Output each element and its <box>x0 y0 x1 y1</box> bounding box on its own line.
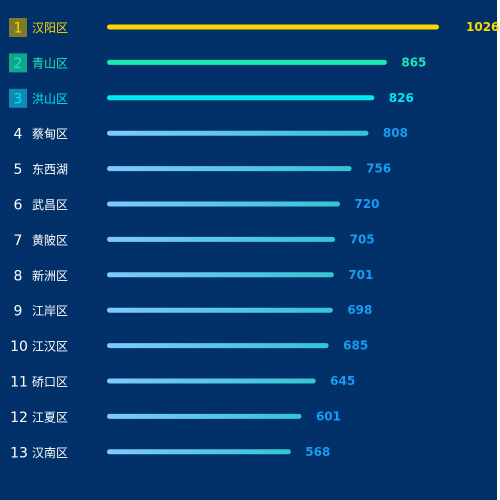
chart-row: 2 青山区 865 <box>9 53 426 73</box>
value-label: 568 <box>305 445 330 459</box>
chart-row: 1 汉阳区 1026 <box>9 18 499 37</box>
chart-row: 13 汉南区 568 <box>10 445 330 462</box>
chart-row: 11 硚口区 645 <box>10 374 355 391</box>
bar <box>107 449 291 455</box>
category-label: 硚口区 <box>32 375 68 389</box>
bar <box>107 24 439 30</box>
value-label: 720 <box>354 197 379 211</box>
category-label: 江汉区 <box>32 340 68 354</box>
bar <box>107 59 387 65</box>
bar <box>107 166 352 172</box>
rank-number: 3 <box>14 91 23 107</box>
chart-row: 3 洪山区 826 <box>9 88 414 108</box>
category-label: 武昌区 <box>32 198 68 212</box>
value-label: 865 <box>401 55 426 69</box>
value-label: 701 <box>348 268 373 282</box>
rank-number: 10 <box>10 339 28 355</box>
bar <box>107 307 333 313</box>
rank-number: 12 <box>10 410 28 426</box>
rank-number: 8 <box>14 268 23 284</box>
category-label: 江岸区 <box>32 304 68 318</box>
rank-number: 5 <box>14 162 23 178</box>
bar <box>107 95 375 101</box>
category-label: 新洲区 <box>32 268 68 283</box>
bar <box>107 236 336 242</box>
category-label: 汉阳区 <box>32 21 68 35</box>
chart-row: 10 江汉区 685 <box>10 339 368 356</box>
category-label: 江夏区 <box>32 410 68 424</box>
rank-number: 11 <box>10 375 28 391</box>
rank-badge <box>9 18 27 37</box>
rank-number: 13 <box>10 445 28 461</box>
bar <box>107 343 329 349</box>
value-label: 705 <box>350 232 375 246</box>
category-label: 东西湖 <box>32 162 68 177</box>
chart-row: 4 蔡甸区 808 <box>14 126 408 143</box>
chart-row: 5 东西湖 756 <box>14 162 392 179</box>
category-label: 蔡甸区 <box>32 127 68 141</box>
rank-badge <box>9 88 27 108</box>
chart-row: 8 新洲区 701 <box>14 268 374 285</box>
value-label: 808 <box>383 126 408 140</box>
chart-row: 9 江岸区 698 <box>14 303 373 320</box>
bar <box>107 413 302 419</box>
value-label: 685 <box>343 339 368 353</box>
category-label: 洪山区 <box>32 92 68 106</box>
category-label: 汉南区 <box>32 445 68 460</box>
chart-row: 7 黄陂区 705 <box>14 232 375 249</box>
value-label: 1026 <box>466 20 499 34</box>
chart-row: 6 武昌区 720 <box>14 197 380 214</box>
bar <box>107 130 369 136</box>
value-label: 698 <box>347 303 372 317</box>
value-label: 645 <box>330 374 355 388</box>
rank-number: 1 <box>14 21 23 37</box>
bar <box>107 201 340 207</box>
value-label: 826 <box>389 91 414 105</box>
value-label: 756 <box>366 162 391 176</box>
category-label: 青山区 <box>32 56 68 70</box>
rank-number: 6 <box>14 198 23 214</box>
rank-badge <box>9 53 27 73</box>
bar <box>107 272 334 278</box>
rank-number: 9 <box>14 304 23 320</box>
rank-number: 2 <box>14 56 23 72</box>
category-label: 黄陂区 <box>32 232 68 247</box>
rank-number: 4 <box>14 127 23 143</box>
bar <box>107 378 316 384</box>
chart-row: 12 江夏区 601 <box>10 409 341 426</box>
value-label: 601 <box>316 409 341 423</box>
rank-number: 7 <box>14 233 23 249</box>
